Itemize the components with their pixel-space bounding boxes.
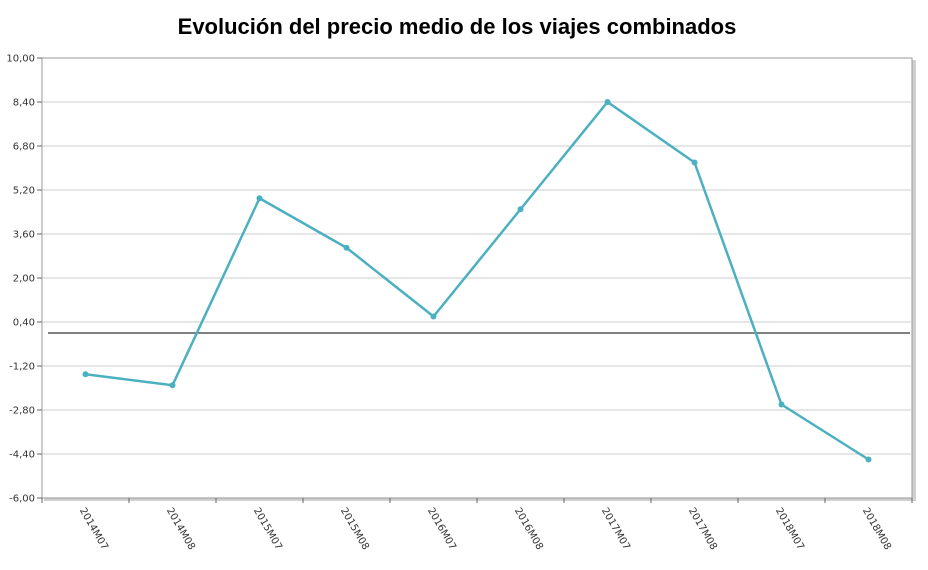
data-point[interactable] [169, 382, 176, 389]
y-tick-label: -1,20 [9, 362, 35, 373]
y-tick-label: 6,80 [13, 142, 35, 153]
x-tick-label: 2016M08 [512, 506, 545, 552]
x-tick-label: 2015M07 [251, 506, 284, 552]
y-axis: 10,00 8,40 6,80 5,20 3,60 2,00 0,40 -1,20 -2,80 -… [6, 54, 42, 505]
y-tick-label: -2,80 [9, 406, 35, 417]
x-tick-label: 2015M08 [338, 506, 371, 552]
x-tick-label: 2017M08 [686, 506, 719, 552]
y-tick-label: -4,40 [9, 450, 35, 461]
x-tick-label: 2014M07 [77, 506, 110, 552]
chart-title: Evolución del precio medio de los viajes… [177, 14, 737, 39]
data-point[interactable] [343, 244, 350, 251]
data-point[interactable] [517, 206, 524, 213]
x-tick-label: 2018M08 [860, 506, 893, 552]
y-tick-label: 3,60 [13, 230, 35, 241]
gridlines [42, 101, 912, 455]
data-point[interactable] [604, 99, 611, 105]
series-line [85, 100, 870, 461]
data-point[interactable] [430, 313, 437, 320]
x-axis: 2014M07 2014M08 2015M07 2015M08 2016M07 2016M… [41, 498, 913, 552]
x-tick-label: 2018M07 [773, 506, 806, 552]
x-tick-label: 2014M08 [164, 506, 197, 552]
series [82, 99, 872, 463]
data-point[interactable] [865, 456, 872, 463]
y-tick-label: 2,00 [13, 274, 35, 285]
data-point[interactable] [778, 401, 785, 408]
data-point[interactable] [691, 159, 698, 166]
data-point[interactable] [256, 195, 263, 202]
y-tick-label: 8,40 [13, 98, 35, 109]
y-tick-label: 5,20 [13, 186, 35, 197]
x-tick-label: 2017M07 [599, 506, 632, 552]
y-tick-label: 0,40 [13, 318, 35, 329]
y-tick-label: -6,00 [9, 494, 35, 505]
data-point[interactable] [82, 371, 89, 378]
x-tick-label: 2016M07 [425, 506, 458, 552]
y-tick-label: 10,00 [6, 54, 35, 65]
